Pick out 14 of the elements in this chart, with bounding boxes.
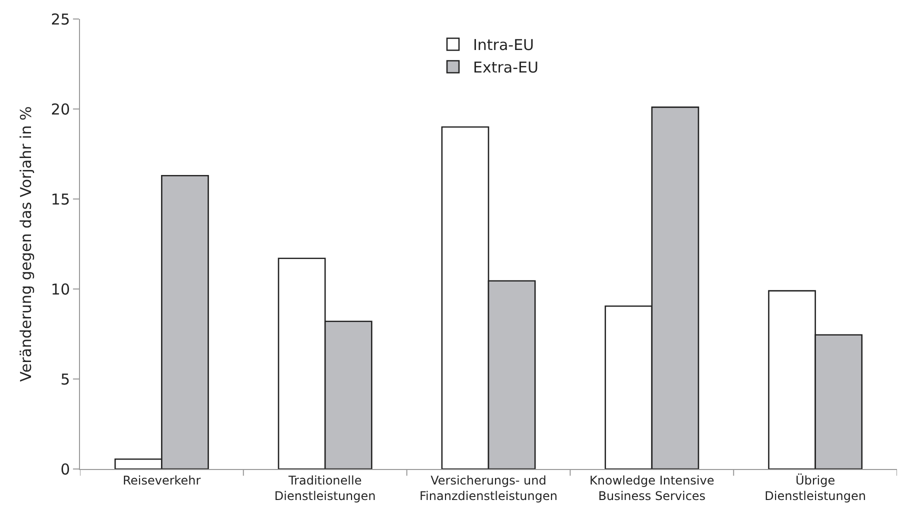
y-tick-label: 25	[50, 10, 70, 28]
x-tick-label: Knowledge Intensive Business Services	[590, 473, 714, 503]
y-tick-label: 5	[60, 370, 70, 388]
x-tick-label: Reiseverkehr	[122, 473, 201, 488]
y-tick-label: 10	[50, 280, 70, 298]
x-tick-label: Übrige Dienstleistungen	[764, 473, 866, 503]
legend-label: Extra-EU	[473, 58, 538, 77]
x-tick-label: Versicherungs- und Finanzdienstleistungen	[420, 473, 558, 503]
y-tick-label: 0	[60, 460, 70, 478]
x-tick-label: Traditionelle Dienstleistungen	[274, 473, 376, 503]
y-tick-label: 15	[50, 190, 70, 208]
y-tick-label: 20	[50, 100, 70, 118]
y-axis-title: Veränderung gegen das Vorjahr in %	[17, 106, 36, 382]
legend-label: Intra-EU	[473, 36, 534, 54]
